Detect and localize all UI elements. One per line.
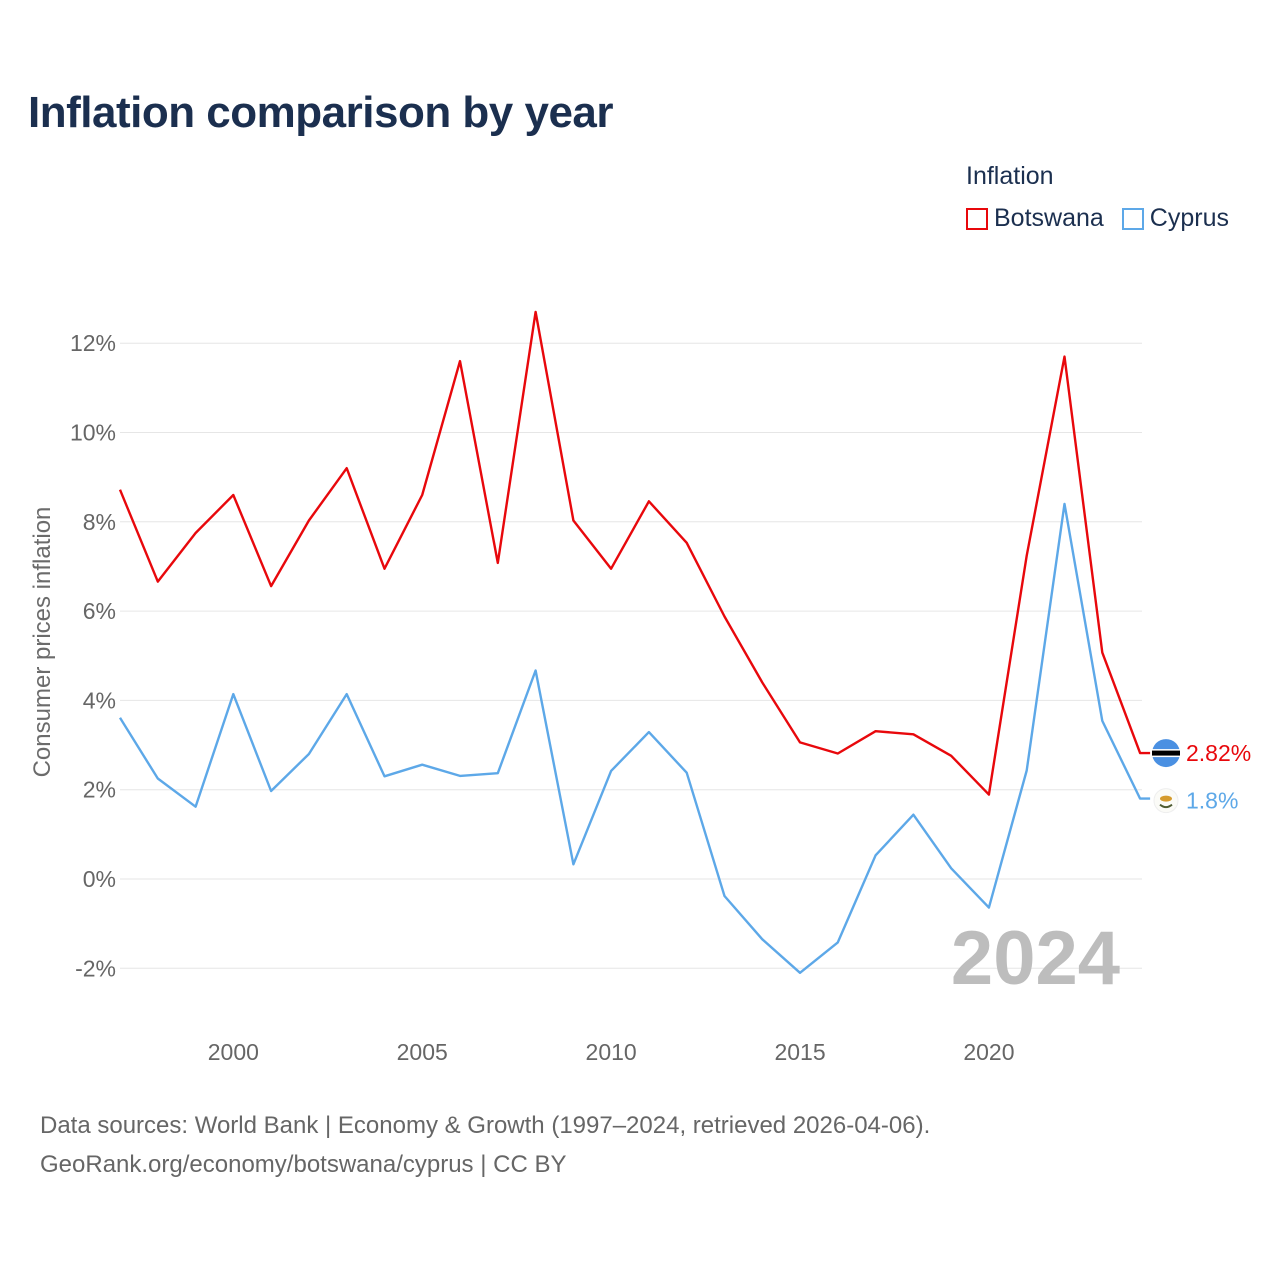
legend-swatch-botswana (966, 207, 988, 230)
y-tick-label: -2% (75, 955, 116, 981)
x-tick-label: 2010 (586, 1039, 637, 1065)
legend-item-botswana[interactable]: Botswana (966, 204, 1104, 233)
x-tick-label: 2000 (208, 1039, 259, 1065)
flag-branches (1159, 803, 1173, 809)
y-tick-label: 2% (83, 777, 116, 803)
chart-title: Inflation comparison by year (28, 88, 614, 137)
year-watermark: 2024 (951, 916, 1120, 1001)
series-end-markers: 2.82% 1.8% (1152, 739, 1251, 814)
legend-swatch-cyprus (1121, 207, 1144, 230)
source-line-1: Data sources: World Bank | Economy & Gro… (40, 1112, 931, 1139)
legend-label-botswana: Botswana (994, 204, 1104, 232)
legend-title: Inflation (966, 162, 1054, 190)
legend-item-cyprus[interactable]: Cyprus (1121, 204, 1229, 233)
y-tick-label: 10% (70, 420, 116, 446)
x-tick-label: 2005 (397, 1039, 448, 1065)
series-line-cyprus (118, 502, 1151, 974)
source-line-2[interactable]: GeoRank.org/economy/botswana/cyprus | CC… (40, 1151, 567, 1178)
legend: Botswana Cyprus (966, 204, 1229, 233)
x-axis-ticks: 2000 2005 2010 2015 2020 (208, 1039, 1015, 1065)
series-lines (118, 310, 1151, 974)
y-tick-label: 8% (83, 509, 116, 535)
end-value-label-cyprus: 1.8% (1186, 788, 1238, 814)
y-tick-label: 4% (83, 687, 116, 713)
y-tick-label: 12% (70, 330, 116, 356)
series-line-botswana (118, 310, 1151, 796)
y-tick-label: 6% (83, 598, 116, 624)
y-tick-label: 0% (83, 866, 116, 892)
end-value-label-botswana: 2.82% (1186, 740, 1251, 766)
gridlines (120, 342, 1142, 969)
y-axis-ticks: -2% 0% 2% 4% 6% 8% 10% 12% (70, 330, 116, 981)
x-tick-label: 2015 (774, 1039, 825, 1065)
legend-label-cyprus: Cyprus (1149, 204, 1229, 232)
flag-island (1160, 795, 1172, 802)
data-source-note: Data sources: World Bank | Economy & Gro… (40, 1106, 930, 1184)
flag-stripe-black (1152, 750, 1180, 756)
x-tick-label: 2020 (963, 1039, 1014, 1065)
